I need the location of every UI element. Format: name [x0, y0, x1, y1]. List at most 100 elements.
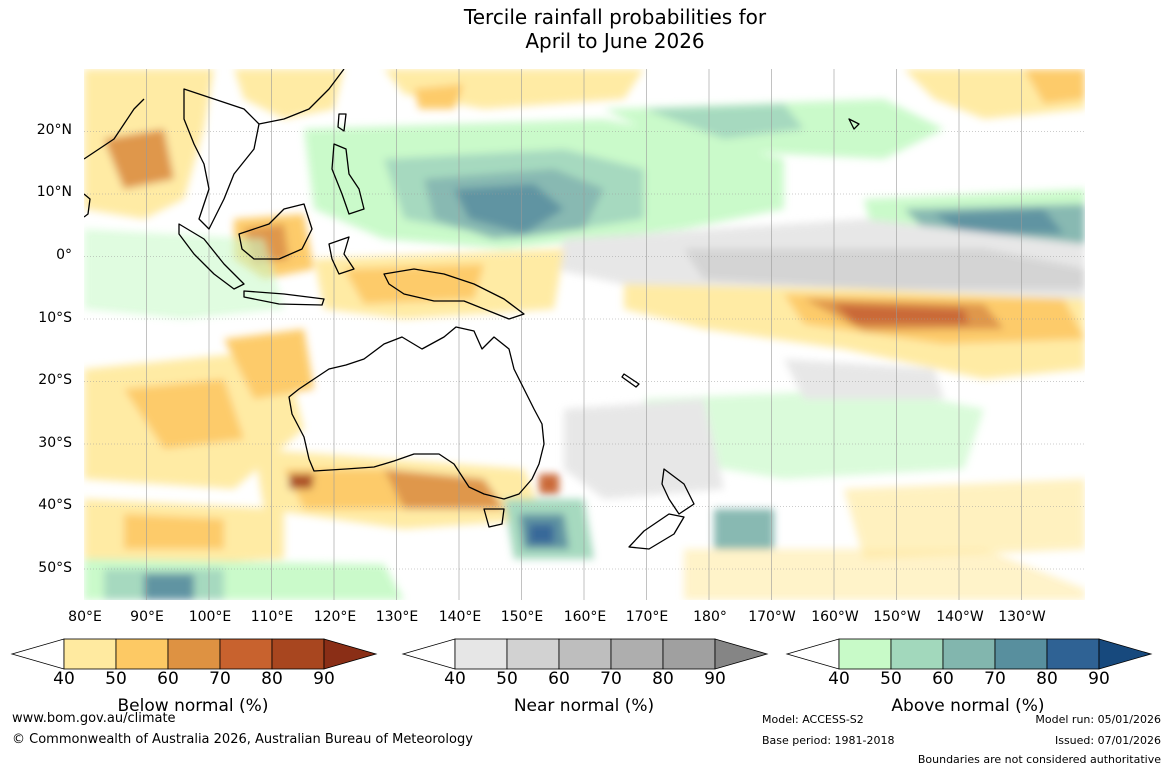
colorbar-segment — [167, 638, 221, 670]
taiwan-coastline — [337, 113, 347, 132]
lat-label: 30°S — [38, 435, 72, 451]
colorbar-extend-high — [323, 638, 378, 670]
colorbar-tick-label: 80 — [652, 669, 674, 689]
graticule — [84, 69, 1085, 600]
new-guinea-coastline — [383, 268, 525, 320]
map-title-line1: Tercile rainfall probabilities for — [463, 5, 767, 29]
colorbar-label-below: Below normal (%) — [117, 696, 269, 716]
lat-label: 10°S — [38, 310, 72, 326]
map-title-line2: April to June 2026 — [525, 29, 705, 53]
colorbar-label-near: Near normal (%) — [513, 696, 655, 716]
new-zealand-south-coastline — [628, 513, 685, 550]
lat-label: 20°N — [36, 122, 72, 138]
colorbar-label-above: Above normal (%) — [891, 696, 1045, 716]
lon-label: 120°E — [313, 609, 357, 625]
colorbar-segment — [63, 638, 117, 670]
colorbar-tick-label: 90 — [704, 669, 726, 689]
base-period: Base period: 1981-2018 — [762, 734, 895, 747]
colorbar-tick-label: 50 — [496, 669, 518, 689]
colorbar-segment — [1046, 638, 1100, 670]
colorbar-tick-label: 50 — [880, 669, 902, 689]
china-coastline — [258, 69, 345, 125]
lon-label: 100°E — [188, 609, 232, 625]
sumatra-coastline — [178, 223, 245, 290]
colorbar-tick-label: 60 — [157, 669, 179, 689]
colorbar-extend-low — [785, 638, 840, 670]
colorbar-segment — [610, 638, 664, 670]
colorbar-tick-label: 40 — [53, 669, 75, 689]
colorbar-tick-label: 70 — [600, 669, 622, 689]
lon-label: 150°E — [500, 609, 544, 625]
colorbar-tick-label: 80 — [261, 669, 283, 689]
colorbar-segment — [115, 638, 169, 670]
java-coastline — [243, 290, 325, 306]
colorbar-tick-label: 70 — [984, 669, 1006, 689]
colorbar-tick-label: 60 — [932, 669, 954, 689]
colorbar-tick-label: 90 — [313, 669, 335, 689]
colorbar-near-normal — [401, 638, 769, 670]
lon-label: 130°E — [375, 609, 419, 625]
colorbar-extend-high — [1098, 638, 1153, 670]
colorbar-segment — [271, 638, 325, 670]
sri-lanka-coastline — [84, 193, 91, 218]
colorbar-extend-low — [10, 638, 65, 670]
lon-label: 140°W — [936, 609, 984, 625]
lon-label: 130°W — [998, 609, 1046, 625]
colorbars — [10, 638, 1153, 670]
lon-label: 180° — [693, 609, 727, 625]
colorbar-segment — [890, 638, 944, 670]
colorbar-tick-label: 40 — [444, 669, 466, 689]
lat-label: 0° — [56, 247, 72, 263]
colorbar-segment — [662, 638, 716, 670]
website-link[interactable]: www.bom.gov.au/climate — [12, 711, 176, 726]
colorbar-extend-high — [714, 638, 769, 670]
colorbar-below-normal — [10, 638, 378, 670]
lat-label: 10°N — [36, 184, 72, 200]
probability-shading — [84, 69, 1085, 600]
copyright: © Commonwealth of Australia 2026, Austra… — [12, 732, 473, 747]
lon-label: 80°E — [68, 609, 102, 625]
australia-coastline — [288, 326, 545, 500]
lon-label: 150°W — [873, 609, 921, 625]
india-coastline — [84, 98, 145, 160]
lat-label: 50°S — [38, 560, 72, 576]
philippines-coastline — [331, 143, 365, 215]
lon-label: 110°E — [250, 609, 294, 625]
new-zealand-north-coastline — [661, 468, 695, 515]
lon-label: 160°E — [563, 609, 607, 625]
colorbar-tick-label: 70 — [209, 669, 231, 689]
colorbar-tick-label: 90 — [1088, 669, 1110, 689]
model-run: Model run: 05/01/2026 — [1035, 713, 1161, 726]
colorbar-segment — [558, 638, 612, 670]
colorbar-segment — [506, 638, 560, 670]
colorbar-segment — [994, 638, 1048, 670]
colorbar-segment — [219, 638, 273, 670]
colorbar-segment — [454, 638, 508, 670]
lon-label: 170°E — [625, 609, 669, 625]
colorbar-tick-label: 80 — [1036, 669, 1058, 689]
sulawesi-coastline — [328, 236, 355, 275]
colorbar-segment — [838, 638, 892, 670]
colorbar-segment — [942, 638, 996, 670]
lon-label: 90°E — [130, 609, 164, 625]
disclaimer: Boundaries are not considered authoritat… — [917, 753, 1161, 766]
model-name: Model: ACCESS-S2 — [762, 713, 864, 726]
rainfall-probability-map — [84, 69, 1085, 600]
colorbar-tick-label: 60 — [548, 669, 570, 689]
borneo-coastline — [238, 203, 313, 260]
lat-label: 20°S — [38, 372, 72, 388]
lon-label: 140°E — [438, 609, 482, 625]
lon-label: 170°W — [748, 609, 796, 625]
new-caledonia-coastline — [621, 373, 640, 388]
issued-date: Issued: 07/01/2026 — [1054, 734, 1161, 747]
colorbar-extend-low — [401, 638, 456, 670]
hawaii-coastline — [848, 118, 860, 130]
tasmania-coastline — [483, 508, 505, 528]
colorbar-tick-label: 50 — [105, 669, 127, 689]
coastlines — [84, 69, 860, 550]
colorbar-tick-label: 40 — [828, 669, 850, 689]
lat-label: 40°S — [38, 497, 72, 513]
indochina-coastline — [183, 88, 260, 230]
lon-label: 160°W — [811, 609, 859, 625]
colorbar-above-normal — [785, 638, 1153, 670]
